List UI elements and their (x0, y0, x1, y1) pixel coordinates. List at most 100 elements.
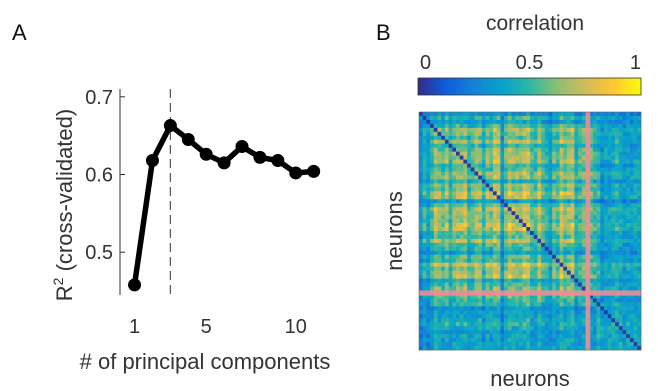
heatmap-cell (615, 187, 620, 192)
heatmap-cell (552, 112, 557, 117)
heatmap-cell (544, 187, 549, 192)
heatmap-cell (507, 294, 512, 299)
heatmap-cell (526, 310, 531, 315)
heatmap-cell (496, 127, 501, 133)
heatmap-cell (444, 310, 449, 315)
heatmap-cell (437, 167, 442, 172)
heatmap-cell (615, 123, 620, 129)
heatmap-cell (552, 254, 557, 260)
heatmap-cell (478, 322, 483, 327)
heatmap-cell (515, 199, 520, 204)
heatmap-cell (518, 274, 523, 279)
heatmap-cell (507, 211, 512, 216)
heatmap-cell (474, 238, 479, 244)
heatmap-cell (530, 274, 534, 279)
heatmap-cell (622, 286, 627, 291)
heatmap-cell (481, 231, 486, 236)
heatmap-cell (470, 282, 475, 287)
heatmap-cell (555, 274, 560, 279)
heatmap-cell (567, 223, 571, 228)
heatmap-cell (489, 346, 494, 351)
heatmap-cell (530, 234, 534, 240)
heatmap-cell (552, 262, 557, 267)
heatmap-cell (456, 112, 460, 117)
heatmap-cell (537, 242, 542, 248)
heatmap-cell (467, 322, 472, 327)
heatmap-cell (504, 167, 509, 172)
heatmap-cell (592, 219, 597, 224)
heatmap-cell (578, 298, 583, 303)
heatmap-cell (507, 215, 512, 220)
heatmap-cell (581, 294, 586, 299)
heatmap-cell (555, 207, 560, 212)
heatmap-cell (637, 163, 642, 168)
heatmap-cell (563, 171, 568, 176)
heatmap-cell (604, 207, 608, 212)
heatmap-cell (552, 246, 557, 252)
heatmap-cell (563, 246, 568, 252)
heatmap-cell (581, 151, 586, 156)
heatmap-cell (589, 179, 594, 184)
heatmap-cell (633, 254, 638, 260)
heatmap-cell (533, 223, 538, 228)
heatmap-cell (629, 127, 634, 133)
heatmap-cell (433, 310, 438, 315)
heatmap-cell (622, 223, 627, 228)
heatmap-cell (622, 346, 627, 351)
heatmap-cell (607, 215, 612, 220)
heatmap-cell (478, 219, 483, 224)
heatmap-cell (452, 262, 457, 267)
heatmap-cell (596, 215, 601, 220)
heatmap-cell (459, 274, 464, 279)
heatmap-cell (578, 302, 583, 307)
heatmap-cell (581, 318, 586, 323)
heatmap-cell (600, 163, 605, 168)
heatmap-cell (515, 314, 520, 319)
heatmap-cell (456, 171, 460, 176)
heatmap-cell (544, 179, 549, 184)
heatmap-cell (430, 179, 435, 184)
heatmap-cell (515, 270, 520, 275)
heatmap-cell (563, 203, 568, 208)
heatmap-cell (548, 199, 553, 204)
heatmap-cell (559, 306, 564, 311)
heatmap-cell (600, 191, 605, 196)
heatmap-cell (607, 135, 612, 141)
heatmap-cell (507, 171, 512, 176)
heatmap-cell (589, 250, 594, 256)
heatmap-cell (470, 306, 475, 311)
heatmap-cell (478, 330, 483, 335)
heatmap-cell (615, 338, 620, 343)
heatmap-cell (422, 322, 427, 327)
heatmap-cell (485, 159, 490, 164)
heatmap-cell (570, 342, 575, 347)
heatmap-cell (470, 143, 475, 148)
heatmap-cell (552, 175, 557, 180)
heatmap-cell (470, 139, 475, 145)
heatmap-cell (478, 171, 483, 176)
heatmap-cell (467, 112, 472, 117)
heatmap-cell (470, 151, 475, 156)
heatmap-cell (570, 262, 575, 267)
heatmap-cell (581, 175, 586, 180)
heatmap-cell (496, 278, 501, 283)
heatmap-cell (618, 167, 623, 172)
heatmap-cell (441, 242, 446, 248)
heatmap-cell (459, 338, 464, 343)
heatmap-cell (589, 199, 594, 204)
heatmap-cell (504, 131, 509, 137)
heatmap-cell (622, 322, 627, 327)
heatmap-cell (496, 298, 501, 303)
heatmap-cell (433, 250, 438, 256)
heatmap-cell (567, 227, 571, 232)
heatmap-cell (622, 242, 627, 248)
heatmap-cell (541, 262, 546, 267)
heatmap-cell (604, 167, 608, 172)
heatmap-cell (456, 346, 460, 351)
heatmap-cell (596, 143, 601, 148)
heatmap-cell (433, 342, 438, 347)
heatmap-cell (626, 119, 631, 125)
heatmap-cell (607, 334, 612, 339)
heatmap-cell (611, 346, 616, 351)
heatmap-cell (437, 175, 442, 180)
